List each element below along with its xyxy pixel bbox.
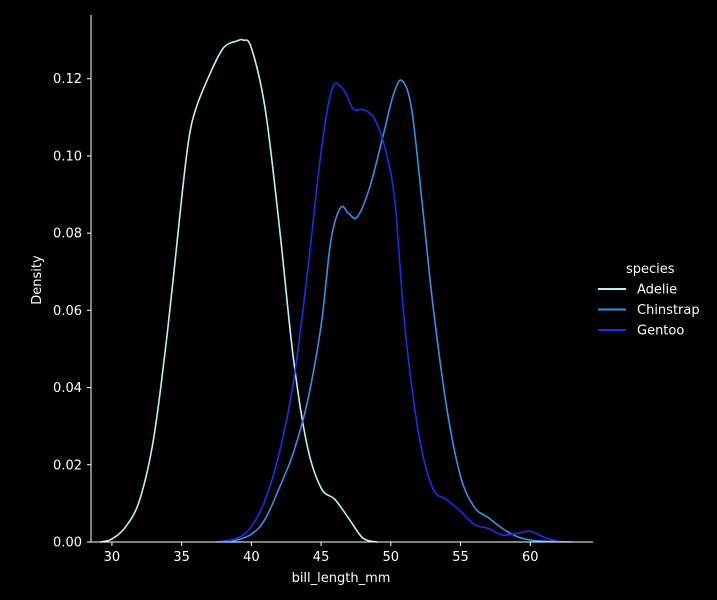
legend: species Adelie Chinstrap Gentoo (598, 262, 700, 339)
y-axis-ticks: 0.00 0.02 0.04 0.06 0.08 0.10 0.12 (53, 72, 91, 551)
x-tick-label: 45 (313, 550, 330, 565)
x-tick-label: 30 (104, 550, 121, 565)
y-tick-label: 0.10 (53, 149, 82, 164)
y-tick-label: 0.12 (53, 72, 82, 87)
x-axis-label: bill_length_mm (292, 571, 391, 586)
legend-title: species (626, 262, 675, 277)
axes: 30 35 40 45 50 55 60 0.000.020.040.060.080.100… (30, 15, 593, 586)
legend-items: Adelie Chinstrap Gentoo (598, 283, 700, 339)
legend-label-chinstrap: Chinstrap (637, 303, 700, 318)
x-tick-label: 35 (173, 550, 190, 565)
y-axis-label: Density (30, 255, 45, 305)
series-line-chinstrap (229, 79, 573, 543)
legend-label-gentoo: Gentoo (637, 324, 684, 339)
y-tick-label: 0.00 (53, 536, 82, 551)
x-tick-label: 50 (383, 550, 400, 565)
y-tick-label: 0.04 (53, 381, 82, 396)
y-tick-label: 0.08 (53, 227, 82, 242)
series-line-adelie (99, 38, 378, 543)
series-line-gentoo (215, 82, 559, 543)
x-tick-label: 55 (452, 550, 469, 565)
x-tick-label: 40 (243, 550, 260, 565)
plot-area (99, 38, 573, 543)
legend-label-adelie: Adelie (637, 283, 677, 298)
x-axis-ticks: 30 35 40 45 50 55 60 (104, 542, 539, 565)
x-tick-label: 60 (522, 550, 539, 565)
y-tick-label: 0.02 (53, 458, 82, 473)
y-tick-label: 0.06 (53, 304, 82, 319)
